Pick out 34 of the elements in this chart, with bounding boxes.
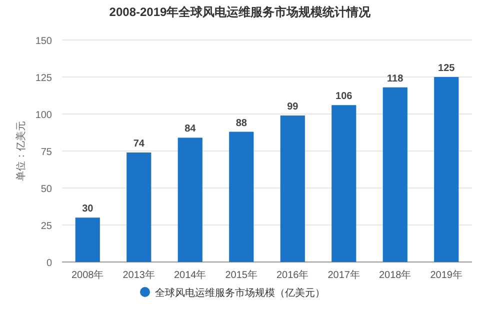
data-label: 30	[82, 204, 94, 215]
x-tick-label: 2017年	[328, 269, 360, 281]
data-label: 106	[336, 91, 353, 102]
data-label: 88	[236, 118, 248, 129]
bar	[280, 115, 305, 262]
data-label: 99	[287, 101, 299, 112]
bar	[229, 132, 254, 262]
data-label: 74	[133, 138, 145, 150]
x-tick-label: 2019年	[430, 269, 462, 281]
y-axis-title: 单位：亿美元	[15, 121, 27, 181]
x-tick-label: 2015年	[225, 269, 258, 281]
bar	[434, 77, 459, 262]
x-tick-label: 2013年	[122, 269, 155, 281]
x-tick-label: 2018年	[379, 269, 412, 281]
bar	[75, 218, 100, 262]
data-label: 84	[184, 124, 196, 135]
chart-title: 2008-2019年全球风电运维服务市场规模统计情况	[109, 5, 372, 19]
data-label: 125	[438, 63, 456, 74]
y-tick-label: 125	[35, 73, 52, 84]
data-label: 118	[387, 73, 404, 84]
y-tick-label: 0	[46, 258, 52, 269]
bar	[178, 138, 202, 262]
bar	[126, 152, 152, 262]
x-tick-label: 2014年	[174, 269, 206, 281]
y-tick-label: 100	[35, 110, 52, 121]
x-tick-label: 2008年	[72, 269, 104, 281]
y-tick-label: 50	[40, 184, 52, 195]
y-tick-label: 25	[40, 221, 52, 232]
bar	[382, 87, 408, 262]
y-tick-label: 150	[35, 36, 52, 47]
legend-label: 全球风电运维服务市场规模（亿美元）	[155, 287, 325, 299]
x-tick-label: 2016年	[276, 269, 309, 281]
bar	[332, 105, 356, 262]
y-tick-label: 75	[40, 147, 52, 158]
